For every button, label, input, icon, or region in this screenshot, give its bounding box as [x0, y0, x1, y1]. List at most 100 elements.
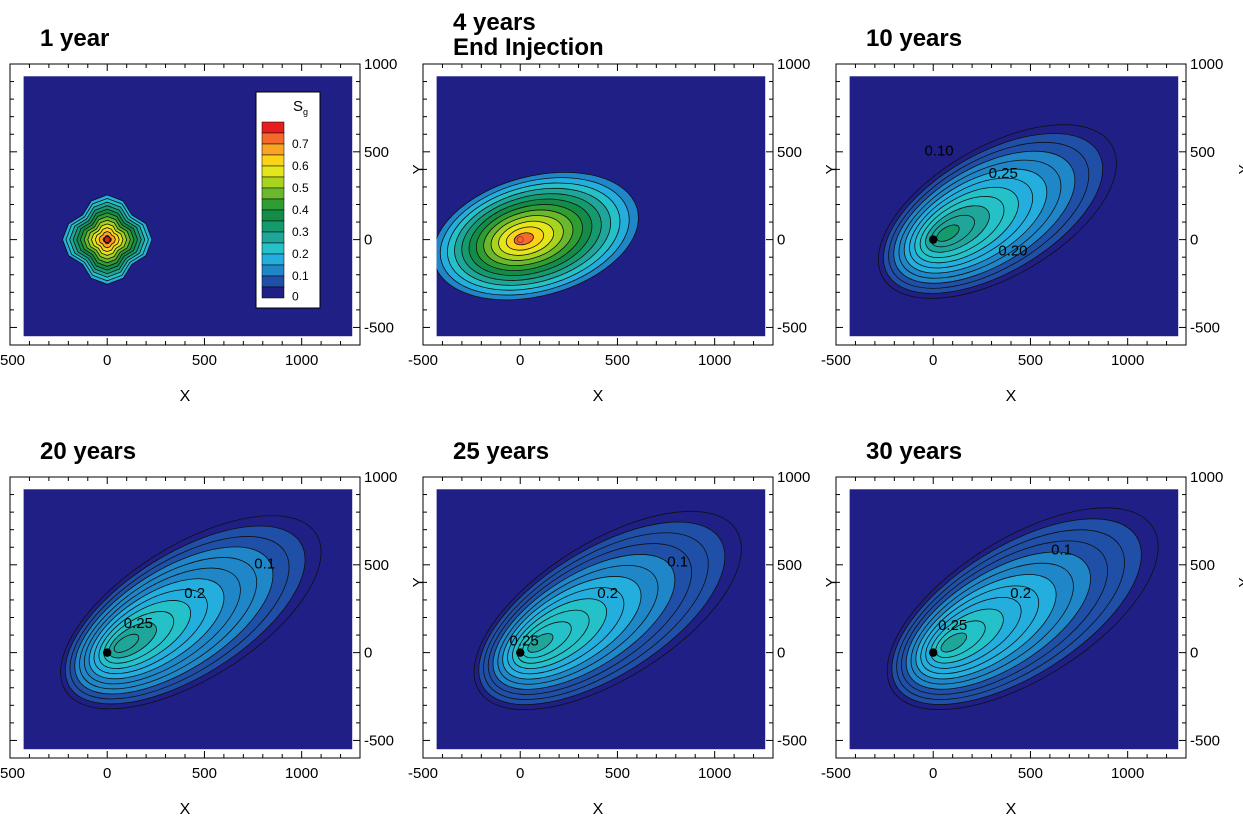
contour-label: 0.1 [1051, 541, 1072, 558]
legend-swatch [261, 231, 285, 244]
y-tick-label: 500 [1190, 144, 1215, 161]
y-tick-label: -500 [777, 319, 807, 336]
contour-label: 0.25 [124, 615, 153, 632]
x-tick-label: 1000 [285, 352, 318, 369]
y-tick-label: 500 [364, 144, 389, 161]
panel-title: 10 years [866, 25, 962, 52]
x-axis-label: X [1006, 388, 1017, 405]
y-axis-label: Y [410, 164, 427, 174]
legend-label: 0.5 [292, 181, 309, 195]
injection-point [516, 236, 524, 244]
y-tick-label: 0 [364, 645, 372, 662]
contour-band [940, 632, 967, 653]
y-tick-label: 1000 [777, 56, 810, 73]
panel-title: 25 years [453, 438, 549, 465]
x-tick-label: 0 [103, 765, 111, 782]
plume-contours [886, 507, 1159, 710]
chart-panel-6: 30 years -500 0 500 1000 X -500 0 500 1000 Y 0.1 0.2… [821, 438, 1243, 816]
x-tick-label: -500 [821, 352, 851, 369]
chart-panel-4: 20 years -500 0 500 1000 X -500 0 500 1000 Y 0.1 0.2… [0, 438, 427, 816]
legend-swatch [261, 187, 285, 200]
x-tick-label: 1000 [1111, 352, 1144, 369]
y-axis-label: Y [823, 164, 840, 174]
legend-label: 0 [292, 290, 299, 304]
color-legend: Sg 0.7 0.6 0.5 0.4 0.3 0.2 0.1 0 [255, 91, 321, 309]
y-tick-label: -500 [777, 732, 807, 749]
x-tick-label: 500 [192, 352, 217, 369]
legend-title-subscript: g [303, 107, 308, 117]
legend-swatch [261, 209, 285, 222]
injection-point [929, 648, 938, 657]
injection-point [103, 236, 111, 244]
chart-panel-1: 1 year -500 0 500 1000 X -500 0 500 1000 Y Sg 0.7 0.6… [0, 25, 427, 405]
legend-swatch [261, 198, 285, 211]
plume-contours [877, 124, 1117, 299]
y-tick-label: 500 [1190, 557, 1215, 574]
x-tick-label: -500 [0, 765, 25, 782]
y-axis-label: Y [1236, 577, 1243, 587]
x-tick-label: 500 [192, 765, 217, 782]
x-axis-label: X [180, 388, 191, 405]
x-tick-label: 500 [1018, 765, 1043, 782]
x-tick-label: 0 [929, 765, 937, 782]
y-tick-label: 1000 [777, 469, 810, 486]
contour-band [527, 633, 554, 653]
legend-label: 0.7 [292, 137, 309, 151]
legend-swatch [261, 264, 285, 277]
chart-panel-3: 10 years -500 0 500 1000 X -500 0 500 1000 Y 0.10 0.… [821, 25, 1243, 405]
y-tick-label: 0 [777, 645, 785, 662]
y-tick-label: 500 [364, 557, 389, 574]
y-tick-label: 1000 [1190, 469, 1223, 486]
injection-point [103, 648, 112, 657]
contour-label: 0.25 [989, 165, 1018, 182]
contour-label: 0.25 [510, 633, 539, 650]
contour-label: 0.1 [667, 554, 688, 571]
panel-title: 30 years [866, 438, 962, 465]
contour-band [513, 232, 534, 246]
x-tick-label: 1000 [1111, 765, 1144, 782]
y-tick-label: 1000 [364, 56, 397, 73]
legend-title-var: S [293, 98, 303, 115]
legend-swatch [261, 242, 285, 255]
legend-swatch [261, 176, 285, 189]
x-tick-label: 500 [1018, 352, 1043, 369]
legend-label: 0.3 [292, 225, 309, 239]
panel-title: 20 years [40, 438, 136, 465]
x-tick-label: 1000 [698, 765, 731, 782]
contour-label: 0.10 [924, 142, 953, 159]
x-axis-label: X [180, 801, 191, 816]
x-tick-label: 0 [516, 352, 524, 369]
legend-swatch [261, 275, 285, 288]
contour-band [113, 633, 140, 653]
contour-label: 0.25 [938, 617, 967, 634]
y-tick-label: 0 [364, 232, 372, 249]
y-axis-label: Y [823, 577, 840, 587]
contour-label: 0.2 [184, 585, 205, 602]
legend-swatch [261, 165, 285, 178]
x-tick-label: -500 [408, 765, 438, 782]
x-tick-label: 500 [605, 765, 630, 782]
y-tick-label: 1000 [364, 469, 397, 486]
legend-title: Sg [293, 98, 308, 117]
injection-point [516, 648, 525, 657]
y-tick-label: 0 [1190, 645, 1198, 662]
y-tick-label: 500 [777, 557, 802, 574]
y-axis-label: Y [1236, 164, 1243, 174]
plume-contours [436, 171, 639, 301]
x-tick-label: 1000 [698, 352, 731, 369]
x-tick-label: -500 [821, 765, 851, 782]
x-axis-label: X [593, 388, 604, 405]
contour-label: 0.2 [597, 585, 618, 602]
panel-title: 1 year [40, 25, 109, 52]
injection-point [929, 235, 938, 244]
legend-swatch [261, 286, 285, 299]
panel-subtitle: End Injection [453, 34, 604, 61]
y-tick-label: -500 [364, 732, 394, 749]
legend-swatch [261, 143, 285, 156]
x-axis-label: X [1006, 801, 1017, 816]
y-tick-label: 0 [1190, 232, 1198, 249]
legend-label: 0.4 [292, 203, 309, 217]
